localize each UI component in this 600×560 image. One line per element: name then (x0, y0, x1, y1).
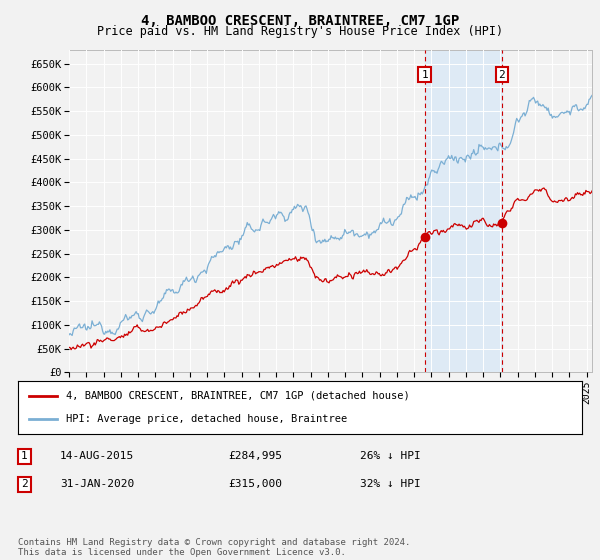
Text: Contains HM Land Registry data © Crown copyright and database right 2024.
This d: Contains HM Land Registry data © Crown c… (18, 538, 410, 557)
Text: 26% ↓ HPI: 26% ↓ HPI (360, 451, 421, 461)
Text: 1: 1 (421, 69, 428, 80)
Text: £315,000: £315,000 (228, 479, 282, 489)
Text: Price paid vs. HM Land Registry's House Price Index (HPI): Price paid vs. HM Land Registry's House … (97, 25, 503, 38)
Text: £284,995: £284,995 (228, 451, 282, 461)
Text: 2: 2 (21, 479, 28, 489)
Text: 32% ↓ HPI: 32% ↓ HPI (360, 479, 421, 489)
Text: 4, BAMBOO CRESCENT, BRAINTREE, CM7 1GP: 4, BAMBOO CRESCENT, BRAINTREE, CM7 1GP (141, 14, 459, 28)
Text: HPI: Average price, detached house, Braintree: HPI: Average price, detached house, Brai… (66, 414, 347, 424)
Bar (425, 50, 502, 372)
Text: 1: 1 (21, 451, 28, 461)
Text: 31-JAN-2020: 31-JAN-2020 (60, 479, 134, 489)
Text: 4, BAMBOO CRESCENT, BRAINTREE, CM7 1GP (detached house): 4, BAMBOO CRESCENT, BRAINTREE, CM7 1GP (… (66, 391, 410, 401)
Text: 2: 2 (499, 69, 505, 80)
Text: 14-AUG-2015: 14-AUG-2015 (60, 451, 134, 461)
